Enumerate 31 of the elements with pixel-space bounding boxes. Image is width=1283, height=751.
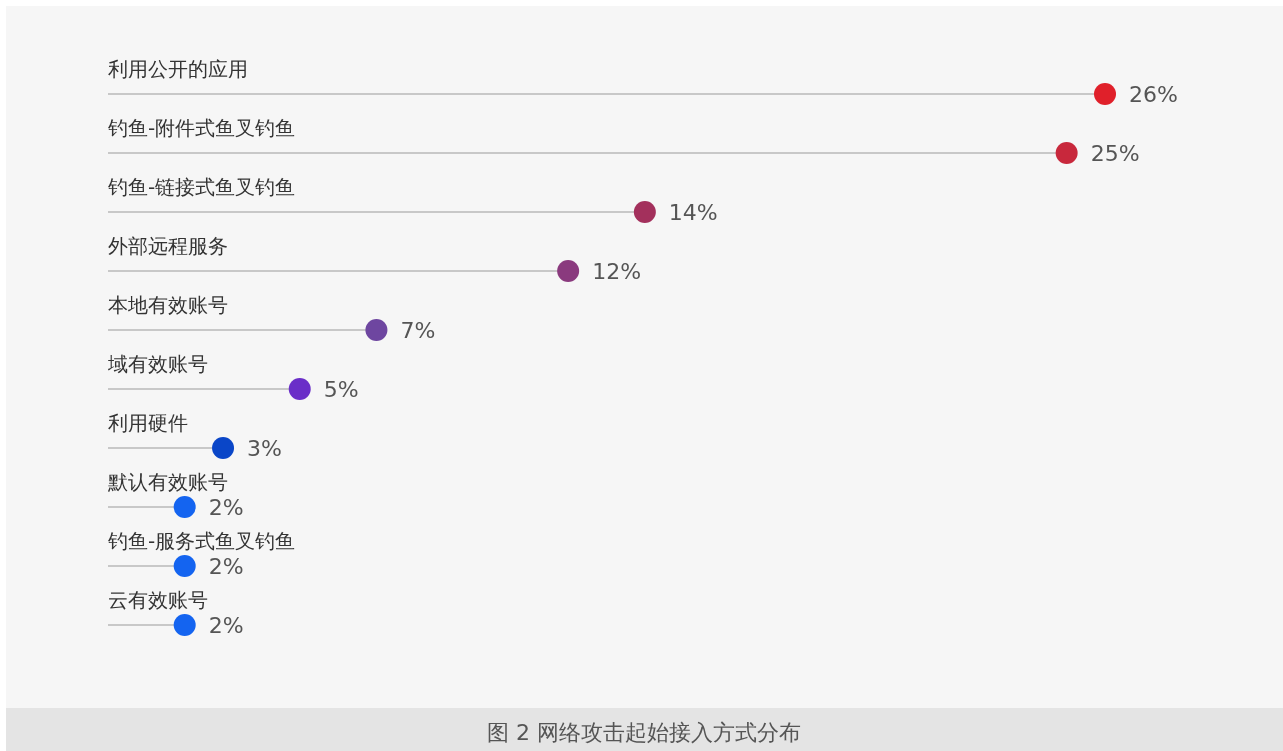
text: 图 2 网络攻击起始接入方式分布 (487, 719, 801, 745)
data-label: 26% (1129, 81, 1178, 107)
data-label: 2% (208, 612, 244, 638)
point (288, 378, 311, 400)
y-tick-label: 钓鱼-服务式鱼叉钓鱼 (107, 529, 296, 553)
point (1094, 83, 1116, 105)
data-label: 14% (668, 199, 718, 225)
y-tick-label: 云有效账号 (108, 588, 208, 612)
data-label: 3% (247, 435, 282, 461)
point (1055, 142, 1078, 164)
y-tick-label: 本地有效账号 (108, 293, 228, 317)
data-label: 5% (323, 376, 359, 402)
y-tick-label: 利用硬件 (108, 411, 188, 435)
y-tick-label: 利用公开的应用 (108, 57, 248, 81)
data-label: 12% (592, 258, 642, 284)
y-tick-label: 默认有效账号 (107, 470, 228, 494)
data-label: 2% (208, 553, 244, 579)
y-tick-label: 钓鱼-链接式鱼叉钓鱼 (107, 175, 296, 199)
point (173, 496, 196, 518)
data-label: 7% (400, 317, 436, 343)
y-tick-label: 域有效账号 (107, 352, 208, 376)
data-label: 2% (208, 494, 244, 520)
point (633, 201, 656, 223)
y-tick-label: 外部远程服务 (108, 234, 228, 258)
data-label: 25% (1090, 140, 1140, 166)
y-tick-label: 钓鱼-附件式鱼叉钓鱼 (107, 116, 296, 140)
point (173, 614, 196, 636)
point (557, 260, 580, 282)
point (173, 555, 196, 577)
point (212, 437, 235, 459)
point (365, 319, 388, 341)
